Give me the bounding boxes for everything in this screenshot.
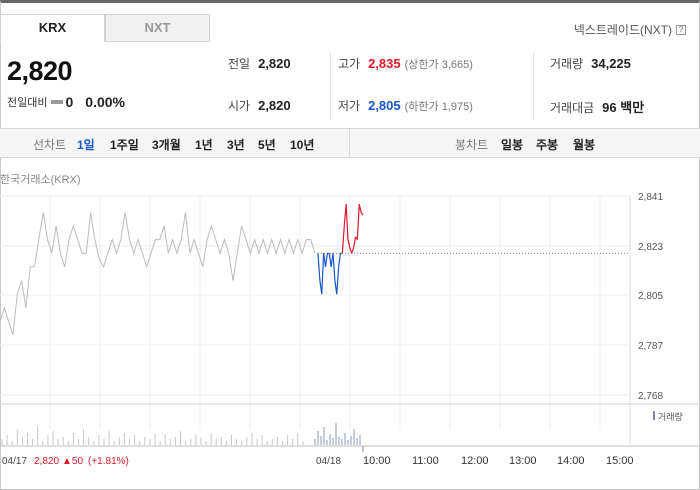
y-tick-label: 2,768 xyxy=(638,391,663,402)
chart-title: 한국거래소(KRX) xyxy=(0,174,81,186)
today-price-segment xyxy=(324,253,328,267)
y-tick-label: 2,841 xyxy=(638,192,663,203)
change-rate: 0.00% xyxy=(85,94,125,110)
x-time-label: 11:00 xyxy=(412,455,439,467)
stat-open: 시가 2,820 xyxy=(228,97,291,114)
amount-value: 96 백만 xyxy=(602,100,645,115)
x-date-label: 04/17 xyxy=(2,456,27,467)
line-chart-label: 선차트 xyxy=(33,138,67,152)
stat-amount: 거래대금 96 백만 xyxy=(550,97,644,116)
price-change: 전일대비 0 0.00% xyxy=(7,94,125,110)
x-date-label: 04/18 xyxy=(316,456,341,467)
today-price-segment xyxy=(353,236,357,248)
today-price-segment xyxy=(328,253,332,267)
open-label: 시가 xyxy=(228,99,251,113)
today-price-segment xyxy=(332,253,336,281)
period-1d[interactable]: 1일 xyxy=(77,138,95,152)
change-label: 전일대비 xyxy=(7,97,48,109)
today-price-segment xyxy=(356,204,360,240)
stat-low: 저가 2,805 (하한가 1,975) xyxy=(338,97,473,114)
stat-divider xyxy=(330,52,331,120)
period-3m[interactable]: 3개월 xyxy=(152,138,181,152)
stat-volume: 거래량 34,225 xyxy=(550,55,631,72)
today-price-segment xyxy=(358,204,362,213)
x-time-label: 10:00 xyxy=(363,455,391,467)
upper-limit: (상한가 3,665) xyxy=(404,59,473,71)
today-price-segment xyxy=(341,225,345,254)
candle-weekly[interactable]: 주봉 xyxy=(536,138,559,152)
high-value: 2,835 xyxy=(368,56,401,71)
period-5y[interactable]: 5년 xyxy=(258,138,276,152)
flat-icon xyxy=(51,100,64,104)
today-price-segment xyxy=(321,253,325,295)
x-time-label: 15:00 xyxy=(606,455,634,467)
prev-day-price-line xyxy=(0,212,316,336)
lower-limit: (하한가 1,975) xyxy=(404,101,473,113)
stat-high: 고가 2,835 (상한가 3,665) xyxy=(338,55,473,72)
footer-close: 2,820 xyxy=(34,456,59,467)
change-value: 0 xyxy=(65,94,74,110)
candle-daily[interactable]: 일봉 xyxy=(501,138,524,152)
volume-label: 거래량 xyxy=(550,57,584,71)
footer-change: ▲50 xyxy=(62,456,83,467)
candle-monthly[interactable]: 월봉 xyxy=(573,138,596,152)
x-time-label: 12:00 xyxy=(461,455,489,467)
today-price-segment xyxy=(323,253,327,267)
volume-legend-swatch xyxy=(653,411,655,420)
volume-legend-label: 거래량 xyxy=(658,411,683,422)
today-price-segment xyxy=(336,266,340,295)
nxt-link-label: 넥스트레이드(NXT) xyxy=(573,23,672,37)
today-price-segment xyxy=(360,212,364,216)
open-value: 2,820 xyxy=(258,98,291,113)
prev-close-value: 2,820 xyxy=(258,56,291,71)
footer-rate: (+1.81%) xyxy=(88,456,129,467)
help-icon[interactable]: ? xyxy=(676,24,686,35)
today-price-segment xyxy=(338,253,342,267)
amount-label: 거래대금 xyxy=(550,101,595,115)
high-label: 고가 xyxy=(338,57,361,71)
period-1y[interactable]: 1년 xyxy=(195,138,213,152)
low-value: 2,805 xyxy=(368,98,401,113)
prev-close-label: 전일 xyxy=(228,57,251,71)
low-label: 저가 xyxy=(338,99,361,113)
stat-prev-close: 전일 2,820 xyxy=(228,55,291,72)
market-tabs: KRX NXT xyxy=(0,14,210,42)
period-3y[interactable]: 3년 xyxy=(227,138,245,152)
tab-nxt[interactable]: NXT xyxy=(105,14,210,42)
x-time-label: 14:00 xyxy=(557,455,585,467)
stat-divider xyxy=(533,52,534,120)
today-price-segment xyxy=(345,204,349,240)
tab-krx[interactable]: KRX xyxy=(0,14,105,42)
today-price-segment xyxy=(351,247,355,254)
toolbar-divider xyxy=(349,129,350,157)
nxt-info-link[interactable]: 넥스트레이드(NXT) ? xyxy=(574,21,686,38)
current-price: 2,820 xyxy=(7,56,73,86)
y-tick-label: 2,805 xyxy=(638,291,663,302)
period-10y[interactable]: 10년 xyxy=(290,138,315,152)
today-price-segment xyxy=(317,253,321,281)
candle-chart-label: 봉차트 xyxy=(455,138,489,152)
y-tick-label: 2,823 xyxy=(638,242,663,253)
volume-value: 34,225 xyxy=(591,56,631,71)
x-time-label: 13:00 xyxy=(509,455,537,467)
period-1w[interactable]: 1주일 xyxy=(110,138,139,152)
today-price-segment xyxy=(347,239,351,248)
chart-toolbar: 선차트 1일 1주일 3개월 1년 3년 5년 10년 봉차트 일봉 주봉 월봉 xyxy=(0,128,700,158)
y-tick-label: 2,787 xyxy=(638,341,663,352)
